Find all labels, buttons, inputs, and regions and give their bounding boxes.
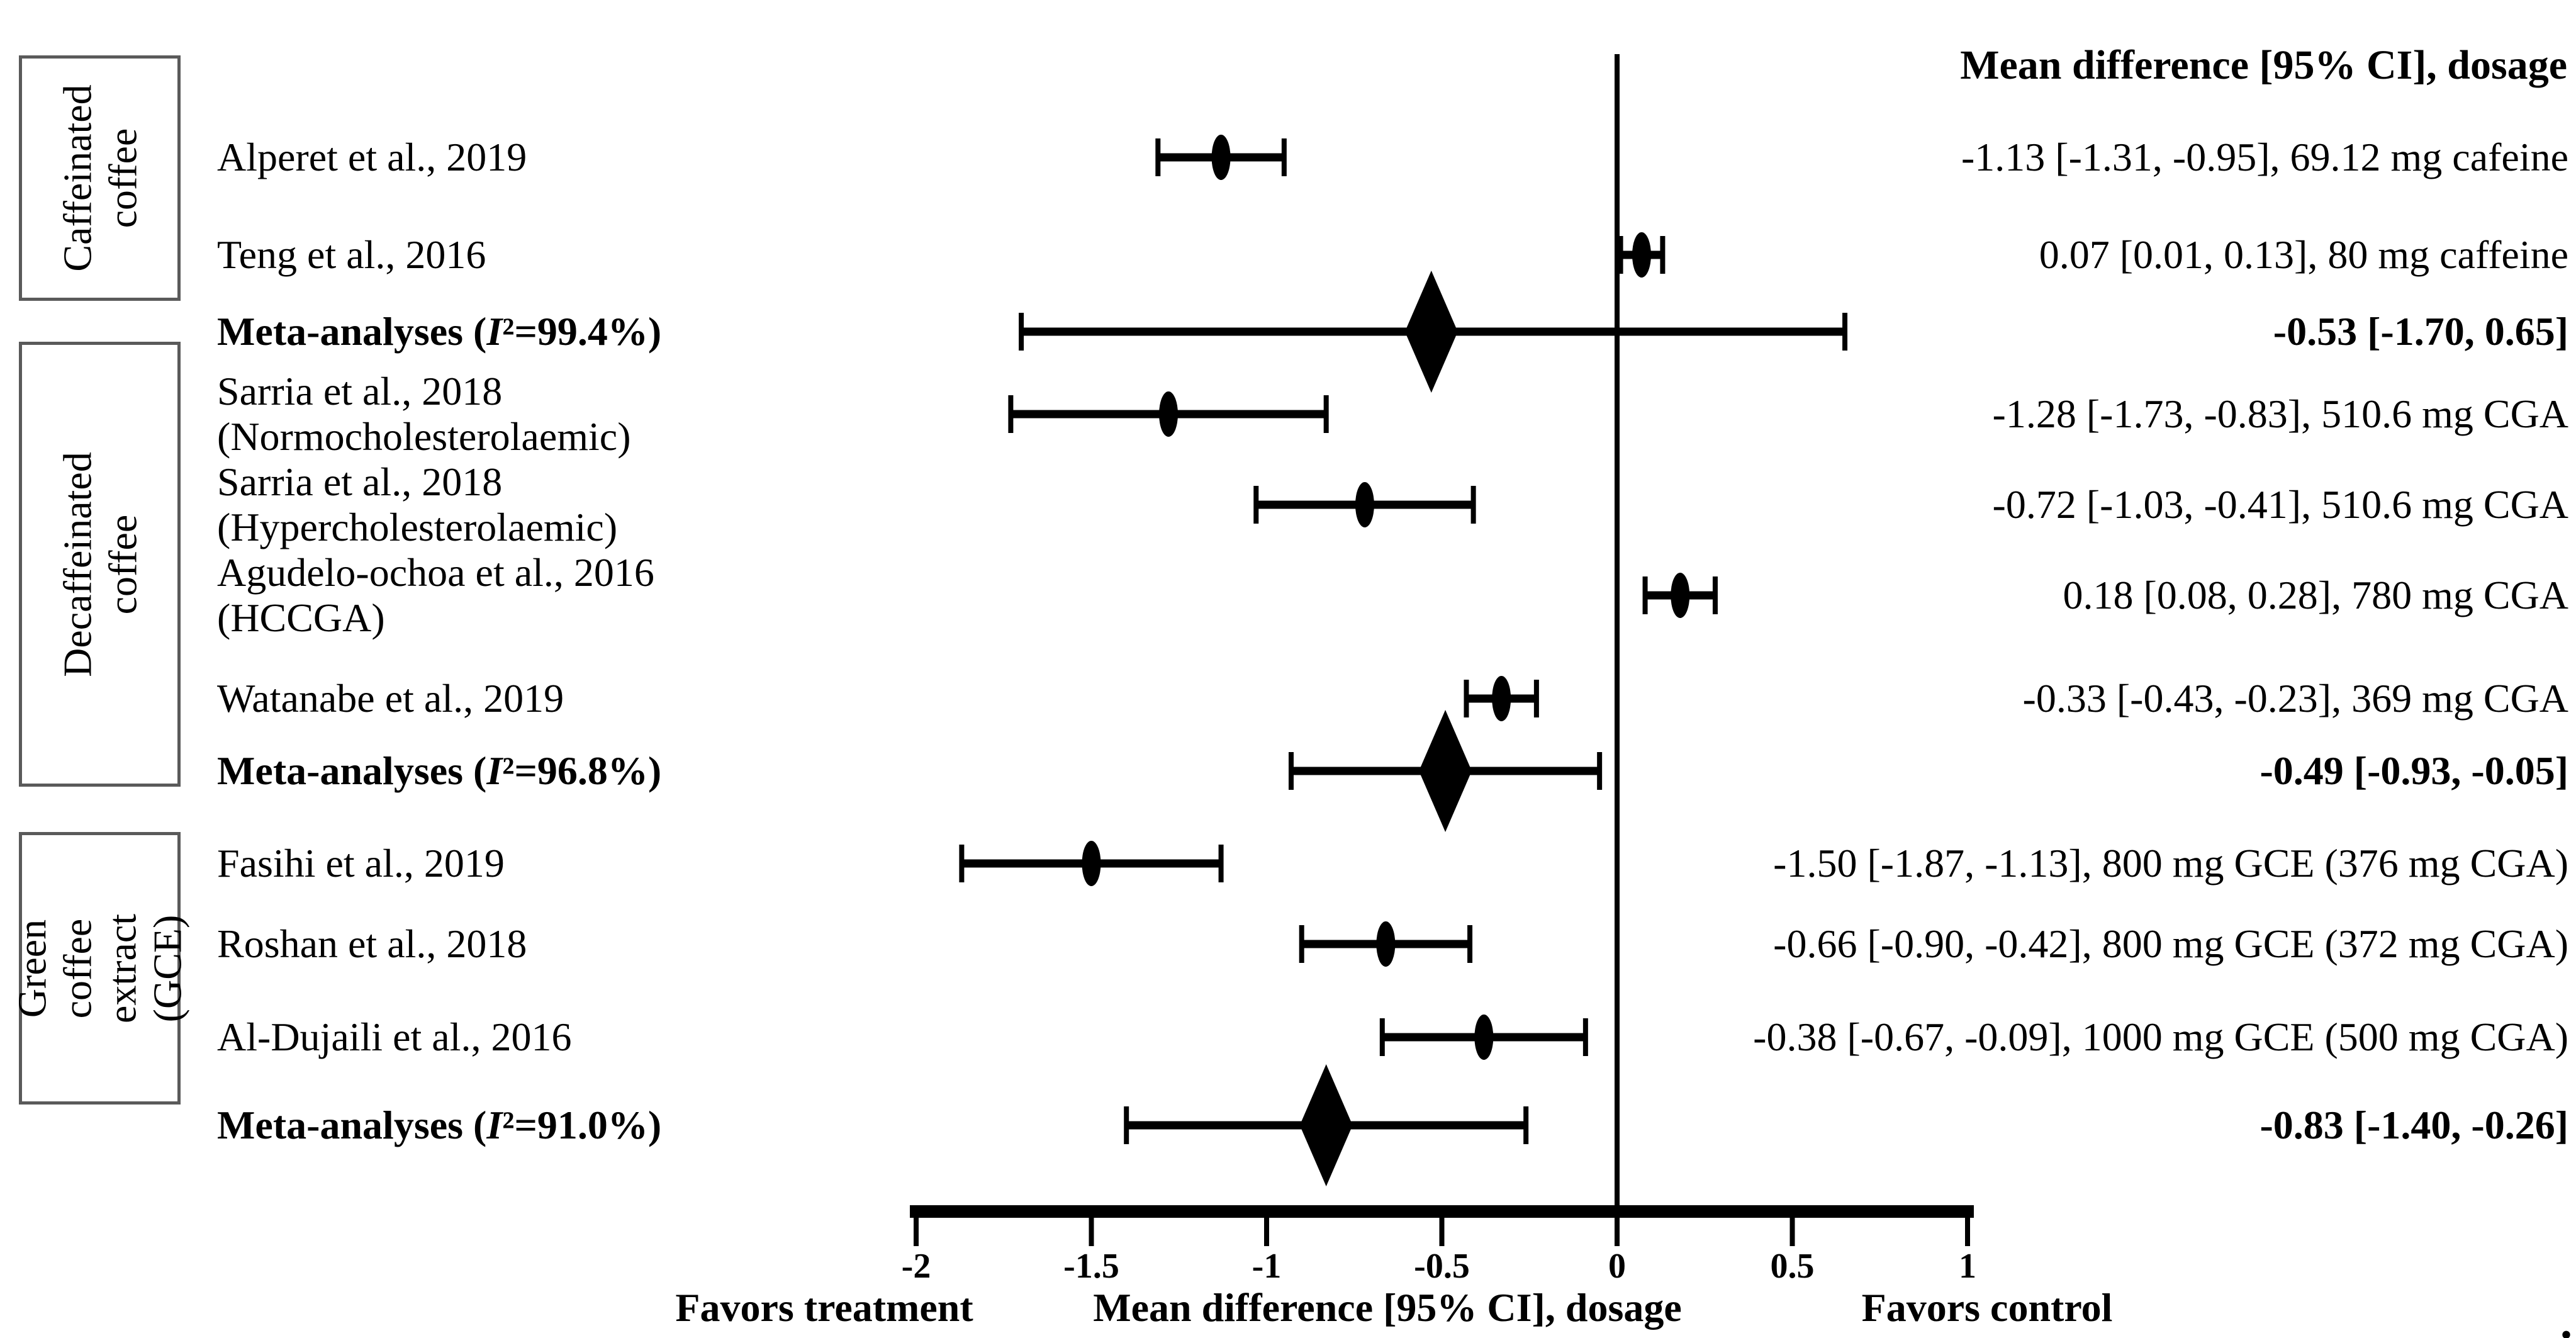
axis-tick: [1264, 1218, 1269, 1246]
effect-estimate-value: -0.49 [-0.93, -0.05]: [2260, 748, 2568, 793]
axis-tick-label: -0.5: [1414, 1247, 1470, 1286]
axis-tick-label: -2: [902, 1247, 931, 1286]
point-marker: [1355, 482, 1374, 527]
axis-tick: [1789, 1218, 1795, 1246]
diamond-marker: [1299, 1064, 1353, 1186]
axis-tick: [1615, 1218, 1620, 1246]
effect-estimate-value: 0.18 [0.08, 0.28], 780 mg CGA: [2063, 573, 2568, 617]
axis-tick-label: -1.5: [1063, 1247, 1119, 1286]
axis-tick: [1439, 1218, 1445, 1246]
study-label: Fasihi et al., 2019: [217, 841, 505, 885]
study-label: Agudelo-ochoa et al., 2016 (HCCGA): [217, 550, 654, 640]
effect-estimate-value: -0.83 [-1.40, -0.26]: [2260, 1103, 2568, 1147]
point-marker: [1671, 573, 1690, 618]
effect-estimate-value: -1.13 [-1.31, -0.95], 69.12 mg cafeine: [1961, 135, 2568, 179]
favors-treatment-label: Favors treatment: [675, 1285, 973, 1330]
study-label: Meta-analyses (I²=91.0%): [217, 1103, 662, 1147]
x-axis-caption: Mean difference [95% CI], dosage: [1093, 1285, 1682, 1330]
effect-estimate-value: -0.33 [-0.43, -0.23], 369 mg CGA: [2022, 676, 2568, 721]
study-label: Roshan et al., 2018: [217, 921, 527, 966]
effect-estimate-value: -0.72 [-1.03, -0.41], 510.6 mg CGA: [1992, 482, 2568, 527]
axis-tick-label: -1: [1252, 1247, 1282, 1286]
diamond-marker: [1419, 710, 1472, 832]
effect-estimate-value: 0.07 [0.01, 0.13], 80 mg caffeine: [2039, 232, 2568, 277]
axis-tick: [1089, 1218, 1094, 1246]
point-marker: [1492, 676, 1511, 721]
stray-period: .: [2560, 1296, 2572, 1338]
study-label: Alperet et al., 2019: [217, 135, 527, 179]
axis-tick-label: 1: [1959, 1247, 1976, 1286]
group-box-green-coffee-extract: Green coffee extract (GCE): [9, 832, 189, 1105]
study-label: Teng et al., 2016: [217, 232, 486, 277]
study-label: Al-Dujaili et al., 2016: [217, 1015, 572, 1059]
study-label: Meta-analyses (I²=96.8%): [217, 748, 662, 793]
axis-tick-label: 0: [1608, 1247, 1626, 1286]
effect-estimate-value: -1.50 [-1.87, -1.13], 800 mg GCE (376 mg…: [1773, 841, 2568, 885]
point-marker: [1632, 232, 1651, 278]
diamond-marker: [1404, 271, 1458, 393]
point-marker: [1376, 921, 1396, 967]
study-label: Meta-analyses (I²=99.4%): [217, 309, 662, 354]
axis-tick-label: 0.5: [1771, 1247, 1815, 1286]
favors-control-label: Favors control: [1861, 1285, 2113, 1330]
study-label: Watanabe et al., 2019: [217, 676, 564, 721]
axis-tick: [1965, 1218, 1970, 1246]
point-marker: [1211, 135, 1231, 180]
group-box-decaffeinated-coffee: Decaffeinated coffee: [19, 342, 181, 787]
study-label: Sarria et al., 2018 (Normocholesterolaemi…: [217, 369, 631, 459]
zero-reference-line: [1615, 54, 1620, 1205]
point-marker: [1474, 1015, 1494, 1060]
effect-estimate-value: -0.66 [-0.90, -0.42], 800 mg GCE (372 mg…: [1773, 921, 2568, 966]
column-header-mean-difference: Mean difference [95% CI], dosage: [1960, 42, 2567, 88]
x-axis-line: [910, 1205, 1974, 1218]
axis-tick: [914, 1218, 919, 1246]
group-box-caffeinated-coffee: Caffeinated coffee: [19, 55, 181, 301]
effect-estimate-value: -0.53 [-1.70, 0.65]: [2273, 309, 2568, 354]
study-label: Sarria et al., 2018 (Hypercholesterolaemi…: [217, 459, 618, 549]
effect-estimate-value: -1.28 [-1.73, -0.83], 510.6 mg CGA: [1992, 391, 2568, 436]
effect-estimate-value: -0.38 [-0.67, -0.09], 1000 mg GCE (500 m…: [1753, 1015, 2568, 1059]
point-marker: [1159, 391, 1179, 437]
point-marker: [1082, 841, 1101, 886]
